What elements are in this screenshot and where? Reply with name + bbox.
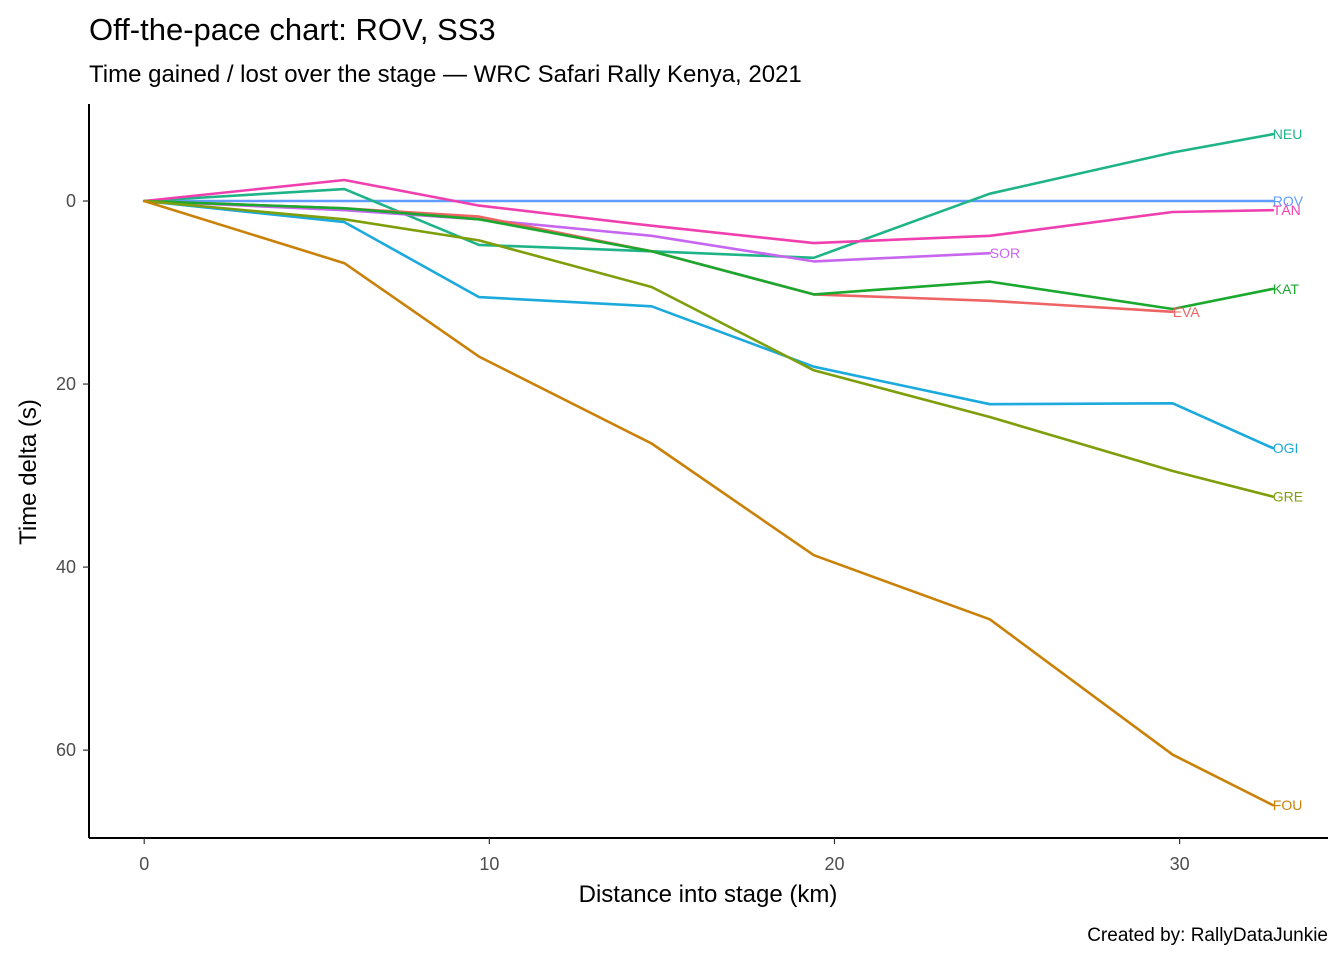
series-line-gre: [142, 199, 1275, 498]
series-label-rov: ROV: [1273, 193, 1304, 209]
x-tick-label: 30: [1170, 854, 1190, 874]
series-label-layer: ROV NEU TÄN SOR EVA KAT OGI GRE FOU: [990, 126, 1304, 813]
series-label-gre: GRE: [1273, 489, 1303, 505]
series-label-tän: TÄN: [1273, 202, 1301, 218]
x-tick-label: 0: [139, 854, 149, 874]
series-line-ogi: [142, 199, 1275, 450]
x-tick-label: 20: [824, 854, 844, 874]
series-line-kat: [142, 199, 1275, 311]
series-line-tän: [142, 178, 1275, 245]
series-label-eva: EVA: [1173, 304, 1201, 320]
plot-panel: ROV NEU TÄN SOR EVA KAT OGI GRE FOU 0 10 20 30 0 20 4…: [56, 104, 1328, 874]
series-line-sor: [142, 199, 992, 263]
y-tick-label: 60: [56, 740, 76, 760]
x-tick-label: 10: [479, 854, 499, 874]
x-axis-title: Distance into stage (km): [579, 881, 838, 908]
series-label-fou: FOU: [1273, 797, 1303, 813]
y-axis-ticks: 0 20 40 60: [56, 191, 89, 760]
y-tick-label: 40: [56, 557, 76, 577]
y-tick-label: 0: [66, 191, 76, 211]
chart-title: Off-the-pace chart: ROV, SS3: [89, 12, 496, 47]
y-axis-title: Time delta (s): [15, 399, 42, 545]
series-label-neu: NEU: [1273, 126, 1303, 142]
series-label-sor: SOR: [990, 245, 1020, 261]
series-label-ogi: OGI: [1273, 440, 1299, 456]
series-line-fou: [142, 199, 1275, 807]
series-layer: [142, 132, 1275, 807]
chart-caption: Created by: RallyDataJunkie: [1087, 925, 1328, 946]
y-tick-label: 20: [56, 374, 76, 394]
chart-subtitle: Time gained / lost over the stage — WRC …: [89, 61, 802, 88]
series-label-kat: KAT: [1273, 281, 1300, 297]
x-axis-ticks: 0 10 20 30: [139, 838, 1190, 874]
series-line-neu: [142, 132, 1275, 260]
